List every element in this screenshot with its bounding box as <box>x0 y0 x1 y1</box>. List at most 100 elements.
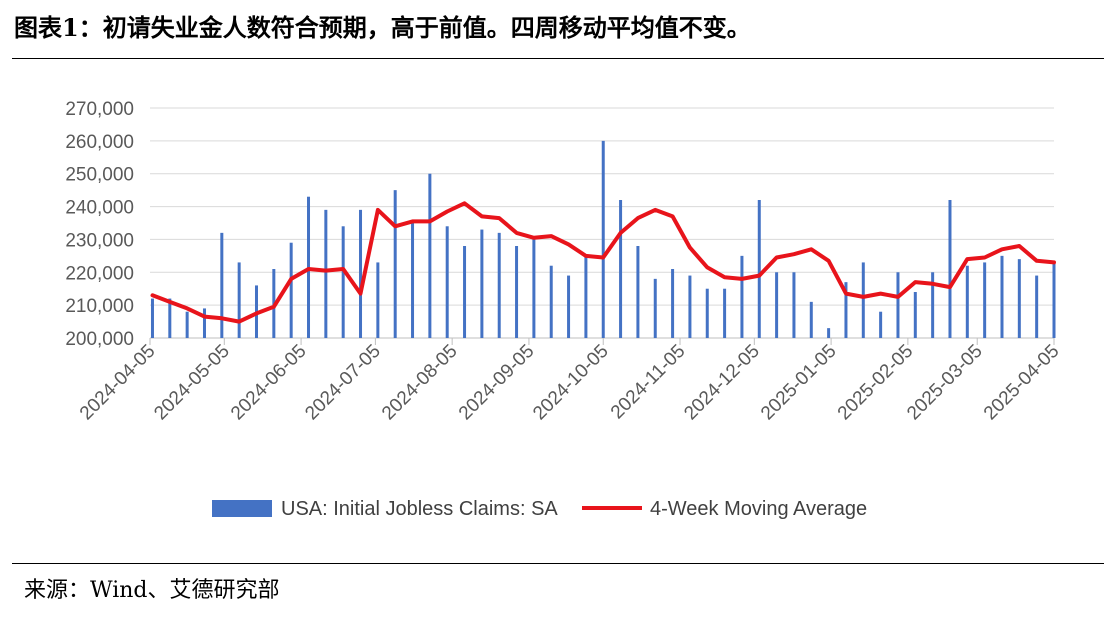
moving-average-point <box>446 211 448 212</box>
moving-average-point <box>464 202 466 204</box>
claims-bar <box>601 140 605 338</box>
moving-average-point <box>949 286 951 288</box>
y-tick-label: 210,000 <box>65 296 134 317</box>
x-tick-label: 2024-07-05 <box>301 341 385 425</box>
claims-bar <box>515 246 519 338</box>
moving-average-point <box>810 248 812 250</box>
x-tick-label: 2024-08-05 <box>378 341 462 425</box>
moving-average-point <box>273 306 275 308</box>
claims-bar <box>532 239 536 338</box>
moving-average-point <box>914 281 916 283</box>
moving-average-point <box>793 253 795 255</box>
claims-bar <box>913 292 917 338</box>
moving-average-point <box>186 307 188 309</box>
legend-label-claims: USA: Initial Jobless Claims: SA <box>281 498 558 520</box>
moving-average-point <box>741 278 743 280</box>
moving-average-point <box>290 278 292 280</box>
y-tick-label: 250,000 <box>65 165 134 186</box>
claims-bar <box>289 242 293 338</box>
claims-bar <box>757 200 761 338</box>
x-tick-label: 2024-12-05 <box>680 341 764 425</box>
moving-average-point <box>706 266 708 268</box>
claims-bar <box>688 275 692 338</box>
claims-bar <box>861 262 865 338</box>
claims-bar <box>827 328 831 338</box>
claims-bar <box>983 262 987 338</box>
claims-bar <box>792 272 796 338</box>
claims-bar <box>220 232 224 338</box>
moving-average-point <box>429 220 431 222</box>
claims-bar <box>168 298 172 338</box>
claims-bar <box>1052 262 1056 338</box>
moving-average-point <box>568 243 570 245</box>
x-tick-label: 2024-04-05 <box>76 341 160 425</box>
moving-average-point <box>377 209 379 211</box>
moving-average-point <box>325 270 327 272</box>
moving-average-point <box>342 268 344 270</box>
y-tick-label: 200,000 <box>65 329 134 350</box>
claims-bar <box>671 269 675 338</box>
moving-average-point <box>845 293 847 295</box>
moving-average-point <box>516 232 518 234</box>
moving-average-point <box>984 257 986 258</box>
moving-average-point <box>412 220 414 222</box>
source-rule <box>12 563 1104 564</box>
claims-bar <box>1035 275 1039 338</box>
claims-bar <box>376 262 380 338</box>
moving-average-point <box>255 312 257 314</box>
claims-bar <box>1000 255 1004 338</box>
x-tick-label: 2024-11-05 <box>607 341 690 424</box>
claims-bar <box>965 265 969 338</box>
claims-bar <box>653 278 657 338</box>
claims-bar <box>202 308 206 338</box>
moving-average-point <box>169 301 171 303</box>
moving-average-point <box>758 275 760 277</box>
moving-average-point <box>637 217 639 219</box>
moving-average-point <box>221 317 223 319</box>
moving-average-point <box>932 283 934 285</box>
claims-bar <box>740 255 744 338</box>
moving-average-point <box>672 215 674 217</box>
claims-bar <box>705 288 709 338</box>
moving-average-point <box>1001 248 1003 250</box>
claims-bar <box>445 226 449 338</box>
claims-bar <box>584 255 588 338</box>
moving-average-point <box>203 316 205 318</box>
y-tick-label: 230,000 <box>65 230 134 251</box>
moving-average-point <box>481 215 483 217</box>
x-tick-label: 2024-09-05 <box>455 341 539 425</box>
moving-average-point <box>620 232 622 234</box>
claims-bar <box>497 232 501 338</box>
moving-average-point <box>966 258 968 260</box>
x-tick-label: 2025-04-05 <box>980 341 1064 425</box>
moving-average-point <box>238 321 240 323</box>
moving-average-point <box>602 257 604 258</box>
claims-bar <box>480 229 484 338</box>
moving-average-point <box>308 268 310 270</box>
moving-average-point <box>689 247 691 249</box>
moving-average-point <box>360 293 362 295</box>
claims-bar <box>844 282 848 338</box>
moving-average-point <box>897 296 899 298</box>
claims-bar <box>237 262 241 338</box>
moving-average-point <box>1053 261 1055 263</box>
moving-average-point <box>498 217 500 219</box>
claims-bar <box>1017 259 1021 338</box>
claims-bar <box>463 246 467 338</box>
claims-bar <box>948 200 952 338</box>
x-tick-label: 2024-10-05 <box>529 341 613 425</box>
y-tick-label: 240,000 <box>65 198 134 219</box>
claims-bar <box>567 275 571 338</box>
x-tick-label: 2025-03-05 <box>903 341 987 425</box>
source-note: 来源：Wind、艾德研究部 <box>24 578 280 603</box>
x-tick-label: 2024-06-05 <box>227 341 311 425</box>
claims-bar <box>359 209 363 338</box>
y-tick-label: 220,000 <box>65 263 134 284</box>
moving-average-point <box>1036 260 1038 262</box>
figure-title: 图表1：初请失业金人数符合预期，高于前值。四周移动平均值不变。 <box>14 13 751 42</box>
claims-bar <box>428 173 432 338</box>
moving-average-point <box>880 293 882 295</box>
moving-average-point <box>394 225 396 227</box>
claims-bar <box>896 272 900 338</box>
